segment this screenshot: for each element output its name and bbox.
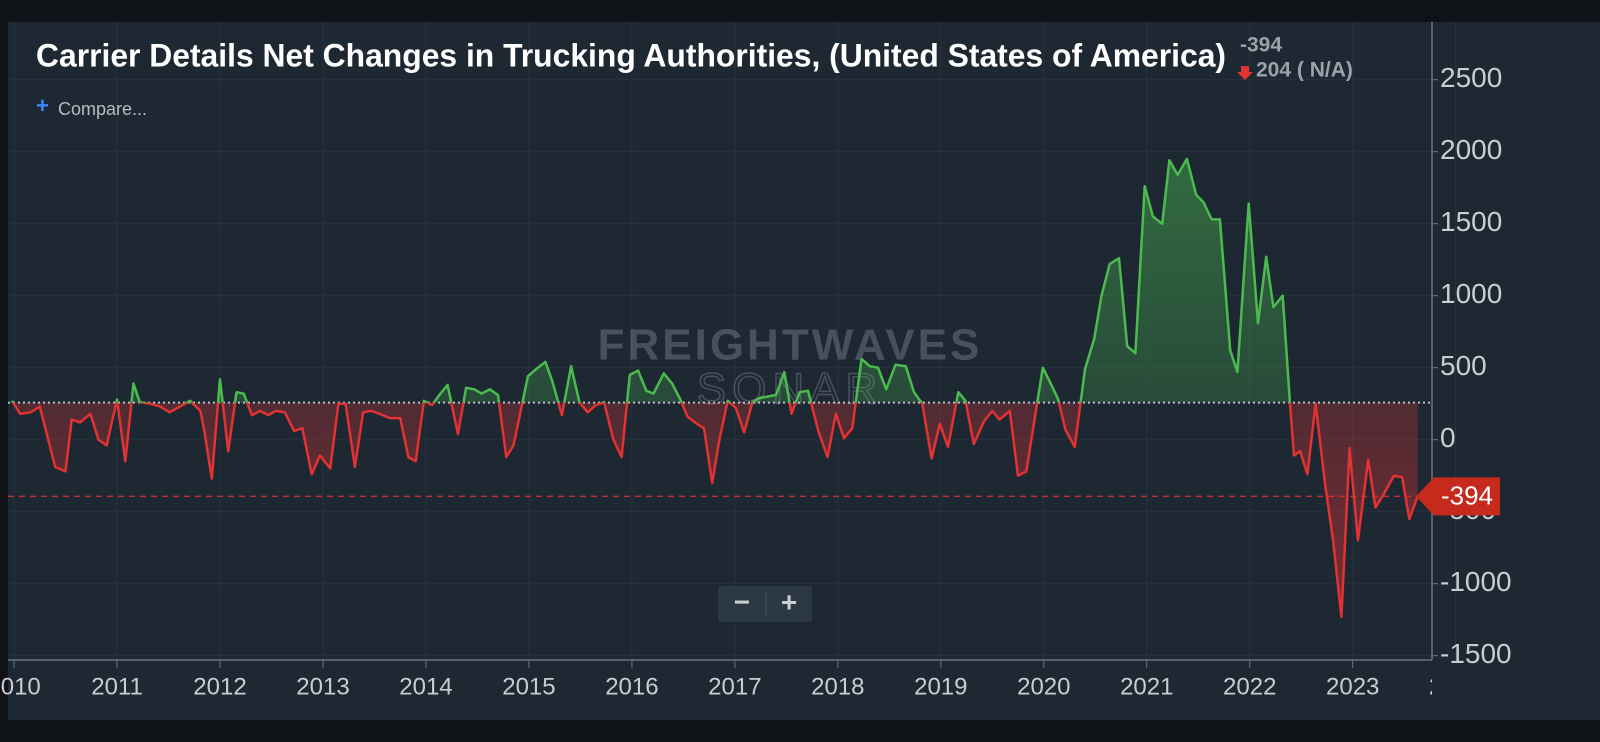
x-tick-labels: 2010 2011 2012 2013 2014 2015 2016 2017 2018 2019… [0, 660, 1482, 700]
line-above [10, 157, 1317, 403]
x-tick-label: 2021 [1120, 673, 1173, 700]
x-tick-label: 2024 [1429, 673, 1482, 700]
x-tick-label: 2019 [914, 673, 967, 700]
y-tick-label: 2000 [1440, 134, 1502, 165]
y-tick-label: 1000 [1440, 278, 1502, 309]
y-tick-label: -1500 [1440, 638, 1512, 669]
x-tick-label: 2020 [1017, 673, 1070, 700]
x-tick-label: 2015 [502, 673, 555, 700]
latest-badge-label: -394 [1441, 480, 1493, 510]
watermark: FREIGHTWAVES SONAR [598, 321, 983, 415]
area-below [12, 402, 1418, 617]
x-tick-label: 2012 [193, 673, 246, 700]
change-value: 204 ( N/A) [1256, 59, 1353, 82]
x-tick-label: 2016 [605, 673, 658, 700]
x-tick-label: 2010 [0, 673, 41, 700]
x-tick-label: 2022 [1223, 673, 1276, 700]
latest-value: -394 [1240, 34, 1282, 57]
y-tick-label: 500 [1440, 350, 1487, 381]
x-tick-label: 2014 [399, 673, 452, 700]
y-tick-label: -1000 [1440, 566, 1512, 597]
x-tick-label: 2017 [708, 673, 761, 700]
compare-link[interactable]: Compare... [58, 99, 147, 119]
zoom-controls: − + [718, 586, 812, 622]
chart-title: Carrier Details Net Changes in Trucking … [36, 37, 1226, 73]
zoom-panel [718, 586, 812, 622]
x-tick-label: 2023 [1326, 673, 1379, 700]
x-tick-label: 2013 [296, 673, 349, 700]
watermark-text: FREIGHTWAVES [598, 321, 983, 370]
x-tick-label: 2018 [811, 673, 864, 700]
compare-icon[interactable]: + [36, 93, 49, 118]
zoom-in[interactable]: + [781, 586, 797, 617]
line-below [11, 402, 1419, 619]
area-above [12, 158, 1290, 403]
y-tick-label: 0 [1440, 422, 1456, 453]
y-tick-label: 2500 [1440, 62, 1502, 93]
y-tick-label: 1500 [1440, 206, 1502, 237]
x-tick-label: 2011 [91, 673, 143, 700]
down-arrow [1237, 66, 1253, 80]
zoom-out[interactable]: − [734, 586, 750, 617]
latest-badge [1416, 477, 1500, 516]
